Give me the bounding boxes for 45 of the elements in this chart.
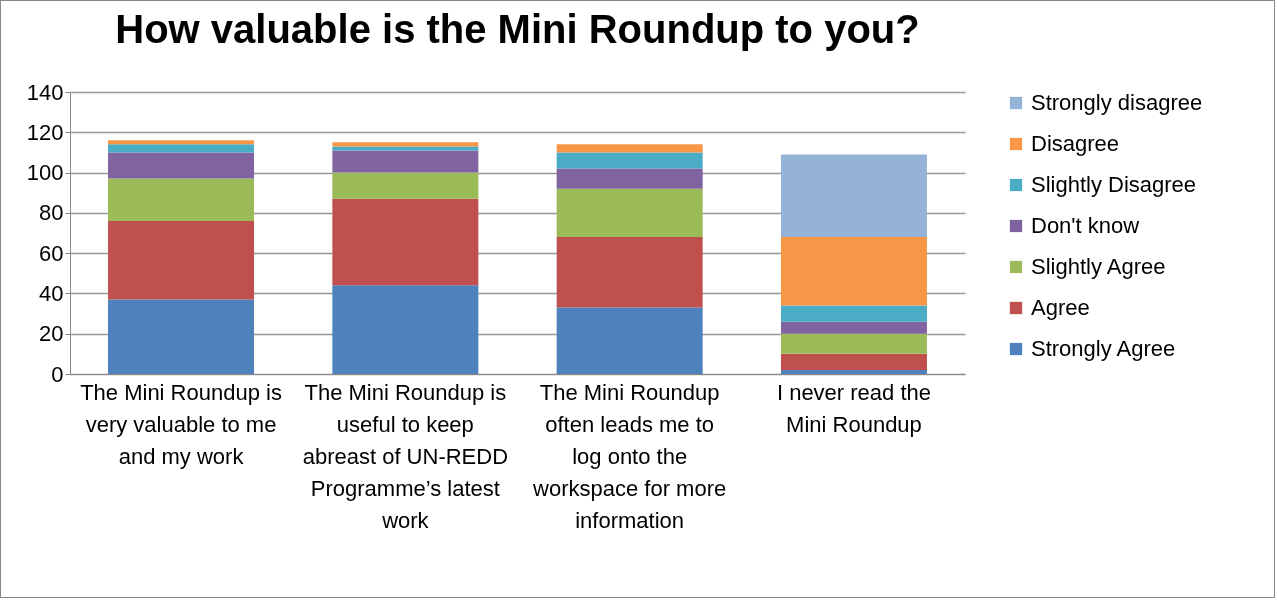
bar — [556, 144, 703, 153]
y-tick-label: 120 — [26, 119, 64, 145]
bar — [108, 152, 255, 179]
legend-label: Slightly Agree — [1031, 254, 1166, 279]
legend-label: Don't know — [1031, 213, 1140, 238]
bar — [332, 150, 479, 173]
bar — [556, 152, 703, 169]
legend-label: Disagree — [1031, 131, 1120, 156]
bar — [780, 321, 927, 334]
bar — [108, 220, 255, 300]
x-tick-label: I never read the Mini Roundup — [776, 379, 932, 437]
y-tick-label: 100 — [26, 160, 64, 186]
legend-label: Strongly disagree — [1031, 90, 1203, 115]
y-tick-label: 0 — [51, 361, 64, 387]
y-tick-label: 60 — [39, 240, 64, 266]
bar — [780, 333, 927, 354]
legend-label: Agree — [1031, 295, 1090, 320]
y-tick-label: 40 — [39, 280, 64, 306]
bar — [780, 353, 927, 370]
legend-label: Slightly Disagree — [1031, 172, 1197, 197]
bar — [556, 307, 703, 374]
x-tick-label: The Mini Roundup is very valuable to me and my work — [80, 379, 282, 469]
bar — [780, 369, 927, 374]
y-tick-label: 80 — [39, 200, 64, 226]
bar — [780, 237, 927, 306]
bar — [332, 285, 479, 374]
legend-label: Strongly Agree — [1031, 336, 1176, 361]
bar — [108, 140, 255, 145]
chart-title: How valuable is the Mini Roundup to you? — [115, 7, 920, 51]
bar — [108, 144, 255, 153]
bar — [332, 198, 479, 286]
bar — [332, 142, 479, 147]
y-tick-label: 20 — [39, 321, 64, 347]
bar — [108, 299, 255, 374]
x-tick-label: The Mini Roundup often leads me to log onto the workspace for more information — [532, 379, 727, 533]
bar — [780, 154, 927, 238]
bar — [556, 188, 703, 238]
x-tick-label: The Mini Roundup is useful to keep abreast of UN-REDD Programme’s latest work — [302, 379, 509, 533]
bar — [556, 168, 703, 189]
bar — [332, 146, 479, 151]
bar — [780, 305, 927, 322]
bar — [332, 172, 479, 199]
bar — [108, 178, 255, 221]
y-tick-label: 140 — [26, 79, 64, 105]
bar — [556, 237, 703, 308]
